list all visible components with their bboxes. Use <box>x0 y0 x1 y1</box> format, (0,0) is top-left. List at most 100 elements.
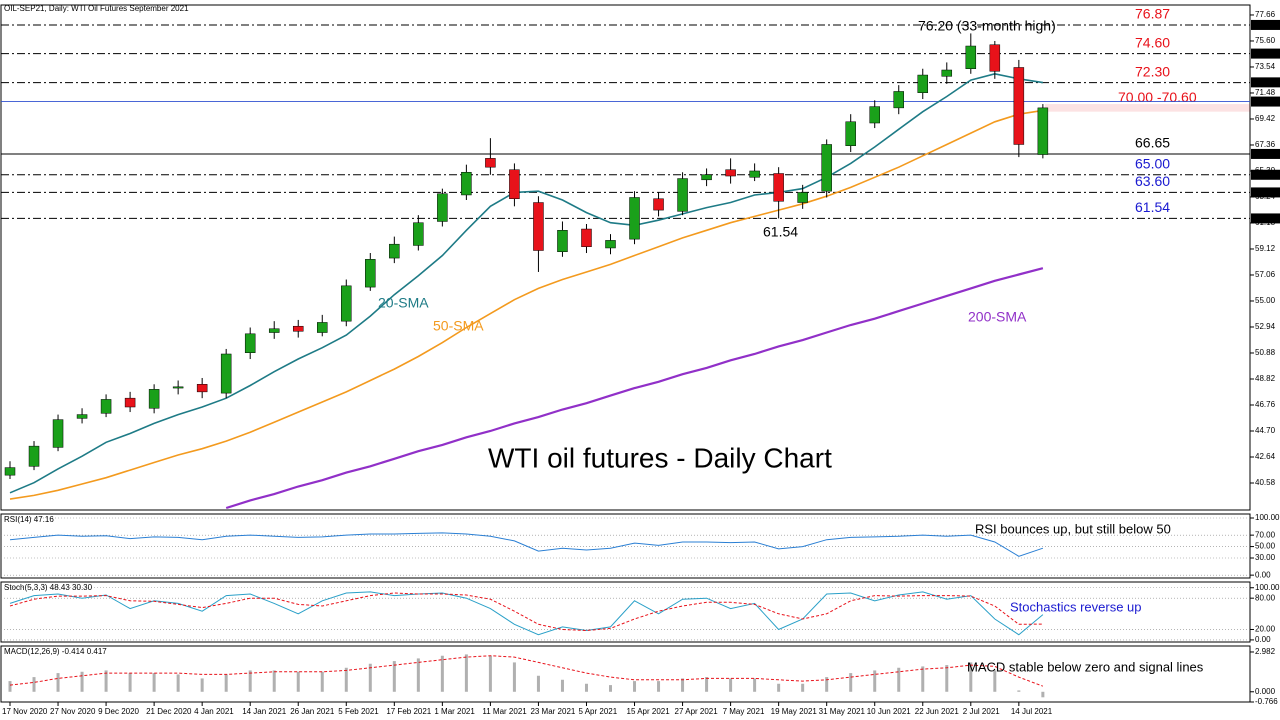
panel-frame <box>0 581 1251 643</box>
candle-body <box>1037 107 1049 155</box>
panel-header: RSI(14) 47.16 <box>4 515 54 524</box>
y-tick-label: -0.766 <box>1255 697 1278 706</box>
histogram-bar <box>272 670 276 692</box>
panel-header: Stoch(5,3,3) 48.43 30.30 <box>4 583 93 592</box>
histogram-bar <box>609 685 612 692</box>
histogram-bar <box>681 678 685 692</box>
histogram-bar <box>825 677 829 692</box>
candle-body <box>677 178 688 212</box>
candle-body <box>605 240 616 249</box>
histogram-bar <box>224 674 228 692</box>
x-tick-label: 23 Mar 2021 <box>530 707 575 716</box>
candle-body <box>100 399 112 414</box>
x-tick-label: 14 Jan 2021 <box>242 707 287 716</box>
candle-body <box>365 259 376 288</box>
y-tick-label: 100.00 <box>1255 513 1280 522</box>
y-tick-label: 80.00 <box>1255 593 1276 602</box>
y-tick-label: 55.00 <box>1255 296 1276 305</box>
candle-body <box>989 44 1001 72</box>
histogram-bar <box>729 678 733 692</box>
y-tick-label: 77.66 <box>1255 10 1276 19</box>
panel-frame <box>0 645 1251 703</box>
price-marker <box>1251 148 1280 159</box>
y-tick-label: 73.54 <box>1255 62 1276 71</box>
price-marker-label: 72.32 <box>1254 77 1275 86</box>
candle-body <box>509 169 520 199</box>
histogram-bar <box>440 655 444 692</box>
y-tick-label: 71.48 <box>1255 88 1276 97</box>
histogram-bar <box>104 670 108 692</box>
price-marker <box>1251 169 1280 180</box>
candle-body <box>581 228 592 247</box>
level-label: 66.65 <box>1135 135 1170 151</box>
price-marker <box>1251 187 1280 198</box>
histogram-bar <box>344 667 348 692</box>
histogram-bar <box>8 681 12 692</box>
annotation: 200-SMA <box>968 309 1027 325</box>
candle-body <box>148 389 160 409</box>
candle-body <box>1013 67 1025 145</box>
histogram-bar <box>488 655 492 692</box>
level-label: 74.60 <box>1135 34 1170 50</box>
candle-body <box>917 74 929 93</box>
candle-body <box>773 173 784 202</box>
y-tick-label: 2.982 <box>1255 647 1276 656</box>
histogram-bar <box>801 683 805 692</box>
chart-header: OIL-SEP21, Daily: WTI Oil Futures Septem… <box>4 4 189 13</box>
candle-body <box>845 121 856 146</box>
candle-body <box>533 202 544 251</box>
x-tick-label: 2 Jul 2021 <box>963 707 1000 716</box>
x-tick-label: 26 Jan 2021 <box>290 707 335 716</box>
candle-body <box>797 192 808 203</box>
histogram-bar <box>128 673 132 692</box>
annotation: 20-SMA <box>378 295 429 311</box>
x-tick-label: 27 Apr 2021 <box>675 707 719 716</box>
level-label: 76.87 <box>1135 6 1170 22</box>
candle-body <box>244 333 256 353</box>
histogram-bar <box>32 677 36 692</box>
histogram-bar <box>969 662 973 692</box>
histogram-bar <box>320 671 324 692</box>
annotation: 61.54 <box>763 224 798 240</box>
histogram-bar <box>777 683 781 692</box>
price-marker <box>1251 48 1280 59</box>
x-tick-label: 9 Dec 2020 <box>98 707 139 716</box>
y-tick-label: 67.36 <box>1255 140 1276 149</box>
panel-header: MACD(12,26,9) -0.414 0.417 <box>4 647 107 656</box>
moving-average <box>225 267 1044 510</box>
histogram-bar <box>200 678 204 692</box>
candle-body <box>869 106 880 124</box>
candle-body <box>653 198 664 211</box>
panel-frame <box>0 513 1251 579</box>
candle-body <box>701 174 712 181</box>
y-tick-label: 59.12 <box>1255 244 1276 253</box>
level-label: 65.00 <box>1135 155 1170 171</box>
candle-body <box>341 285 352 322</box>
price-marker <box>1251 213 1280 224</box>
annotation: 76.20 (33-month high) <box>918 18 1056 34</box>
price-marker-label: 66.65 <box>1254 149 1275 158</box>
y-tick-label: 20.00 <box>1255 625 1276 634</box>
price-marker-label: 65.00 <box>1254 170 1275 179</box>
y-tick-label: 44.70 <box>1255 426 1276 435</box>
x-tick-label: 1 Mar 2021 <box>434 707 475 716</box>
y-tick-label: 30.00 <box>1255 553 1276 562</box>
histogram-bar <box>849 673 853 692</box>
x-tick-label: 22 Jun 2021 <box>915 707 960 716</box>
candle-body <box>124 397 136 408</box>
histogram-bar <box>296 671 300 692</box>
y-tick-label: 42.64 <box>1255 452 1276 461</box>
x-tick-label: 17 Nov 2020 <box>2 707 48 716</box>
candle-body <box>389 243 400 259</box>
histogram-bar <box>152 673 156 692</box>
price-marker <box>1251 96 1280 107</box>
histogram-bar <box>897 667 901 692</box>
x-tick-label: 15 Apr 2021 <box>627 707 671 716</box>
price-marker-label: 74.60 <box>1254 49 1275 58</box>
annotation: 50-SMA <box>433 318 484 334</box>
histogram-bar <box>512 662 516 692</box>
signal-line <box>9 655 1044 687</box>
x-tick-label: 4 Jan 2021 <box>194 707 234 716</box>
